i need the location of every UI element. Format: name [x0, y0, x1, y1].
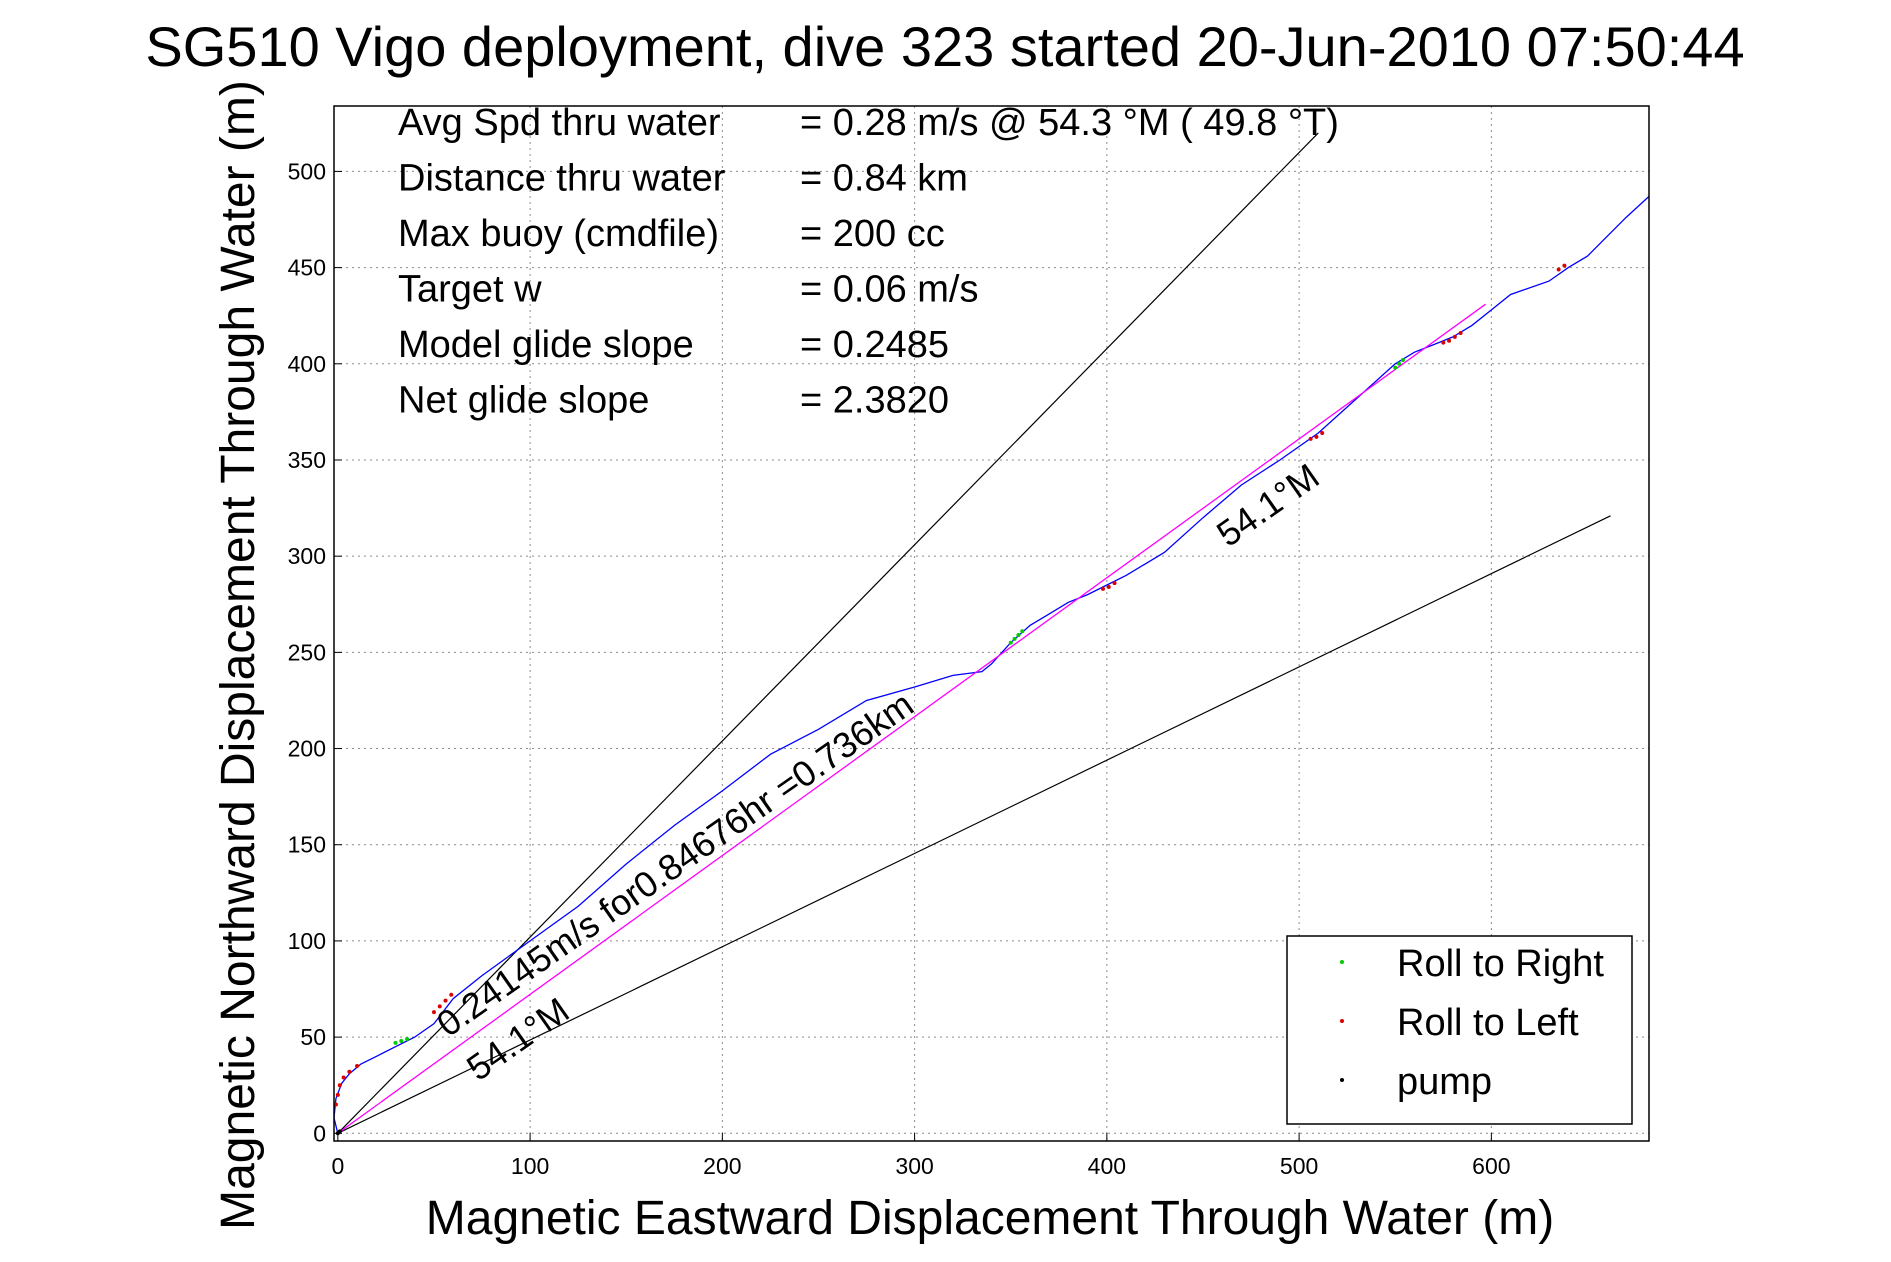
- y-tick-label: 500: [288, 158, 326, 184]
- grid: [334, 106, 1649, 1141]
- stats-box: Avg Spd thru water = 0.28 m/s @ 54.3 °M (…: [398, 102, 1339, 422]
- x-axis-label: Magnetic Eastward Displacement Through W…: [426, 1192, 1554, 1245]
- series-reference-lower: [337, 515, 1611, 1134]
- marker-left: [1320, 431, 1325, 436]
- x-tick-label: 200: [703, 1153, 741, 1179]
- chart-title: SG510 Vigo deployment, dive 323 started …: [145, 15, 1744, 78]
- marker-left: [335, 1092, 340, 1097]
- plot-frame: [333, 105, 1650, 1142]
- stat-label: Target w: [398, 269, 542, 311]
- stat-label: Distance thru water: [398, 158, 726, 200]
- y-tick-label: 50: [300, 1024, 326, 1050]
- marker-left: [1314, 434, 1319, 439]
- marker-left: [341, 1075, 346, 1080]
- marker-left: [437, 1004, 442, 1009]
- marker-right: [1393, 365, 1398, 370]
- marker-left: [1458, 331, 1463, 336]
- legend-label: Roll to Right: [1397, 943, 1604, 985]
- stat-label: Max buoy (cmdfile): [398, 213, 719, 255]
- legend-label: pump: [1397, 1061, 1492, 1103]
- marker-right: [1008, 640, 1013, 645]
- y-tick-label: 250: [288, 639, 326, 665]
- legend-marker: [1340, 1019, 1344, 1023]
- stat-value: = 2.3820: [800, 380, 949, 422]
- stat-value: = 0.06 m/s: [800, 269, 978, 311]
- stat-value: = 0.2485: [800, 324, 949, 366]
- marker-left: [333, 1102, 338, 1107]
- legend: Roll to Right Roll to Left pump: [1286, 935, 1633, 1125]
- marker-left: [355, 1063, 360, 1068]
- y-tick-label: 450: [288, 255, 326, 281]
- marker-group: [333, 263, 1567, 1136]
- marker-left: [1556, 267, 1561, 272]
- y-tick-label: 400: [288, 351, 326, 377]
- marker-left: [1308, 436, 1313, 441]
- marker-left: [347, 1069, 352, 1074]
- stat-value: = 200 cc: [800, 213, 945, 255]
- series-track: [333, 195, 1650, 1134]
- legend-marker: [1340, 1078, 1344, 1082]
- marker-right: [1397, 361, 1402, 366]
- marker-pump: [337, 1129, 342, 1134]
- marker-left: [1447, 338, 1452, 343]
- marker-right: [393, 1040, 398, 1045]
- y-tick-label: 300: [288, 543, 326, 569]
- stat-label: Model glide slope: [398, 324, 694, 366]
- marker-left: [1452, 334, 1457, 339]
- legend-marker: [1340, 960, 1344, 964]
- track-annotation: 0.24145m/s for0.84676hr =0.736km: [429, 683, 921, 1044]
- x-tick-label: 500: [1280, 1153, 1318, 1179]
- y-tick-label: 350: [288, 447, 326, 473]
- x-tick-label: 0: [331, 1153, 344, 1179]
- reference-lines: [337, 132, 1611, 1134]
- series-reference-upper: [337, 132, 1319, 1134]
- marker-left: [1441, 340, 1446, 345]
- marker-right: [405, 1037, 410, 1042]
- y-tick-label: 200: [288, 736, 326, 762]
- stat-label: Net glide slope: [398, 380, 649, 422]
- tick-labels: 0 100 200 300 400 500 600 0 50 100 150 200 250 300 350…: [288, 158, 1511, 1179]
- marker-right: [1012, 636, 1017, 641]
- series-group: [333, 195, 1650, 1134]
- stat-label: Avg Spd thru water: [398, 102, 721, 144]
- marker-right: [1016, 633, 1021, 638]
- series-fit: [337, 303, 1486, 1134]
- marker-left: [1562, 263, 1567, 268]
- marker-left: [1106, 584, 1111, 589]
- legend-label: Roll to Left: [1397, 1002, 1579, 1044]
- x-tick-label: 600: [1472, 1153, 1510, 1179]
- y-tick-label: 150: [288, 832, 326, 858]
- marker-left: [443, 998, 448, 1003]
- stat-value: = 0.84 km: [800, 158, 968, 200]
- y-axis-label: Magnetic Northward Displacement Through …: [212, 80, 265, 1230]
- heading-annotation-upper: 54.1°M: [1209, 455, 1326, 554]
- marker-right: [399, 1038, 404, 1043]
- legend-box: [1286, 935, 1633, 1125]
- y-tick-label: 0: [313, 1120, 326, 1146]
- marker-right: [1400, 357, 1405, 362]
- x-tick-label: 400: [1088, 1153, 1126, 1179]
- stat-value: = 0.28 m/s @ 54.3 °M ( 49.8 °T): [800, 102, 1339, 144]
- marker-left: [449, 992, 454, 997]
- y-tick-label: 100: [288, 928, 326, 954]
- marker-left: [431, 1010, 436, 1015]
- marker-left: [1112, 581, 1117, 586]
- marker-left: [1101, 586, 1106, 591]
- marker-left: [337, 1083, 342, 1088]
- marker-right: [1020, 629, 1025, 634]
- x-tick-label: 100: [511, 1153, 549, 1179]
- x-tick-label: 300: [895, 1153, 933, 1179]
